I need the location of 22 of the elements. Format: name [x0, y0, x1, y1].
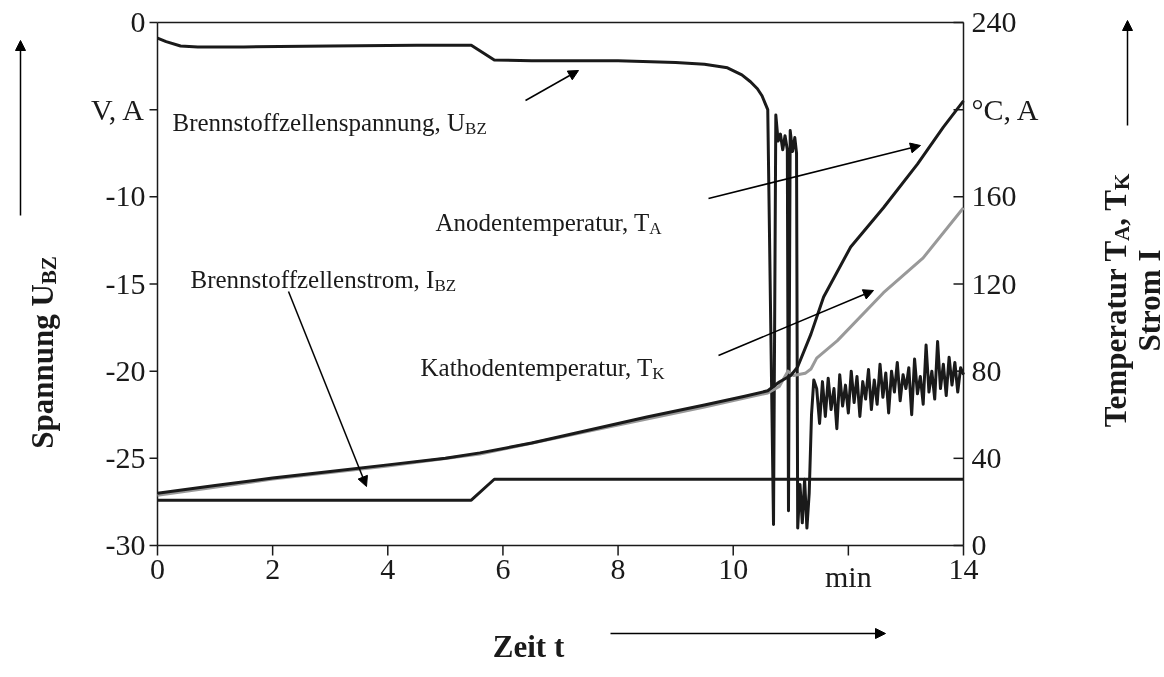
- y2-tick-label: 240: [971, 5, 1017, 38]
- y2-tick-label: 40: [971, 440, 1002, 474]
- x-tick-label: 4: [380, 551, 396, 585]
- y2-tick-label: 160: [971, 179, 1017, 213]
- x-tick-label: 8: [610, 551, 626, 585]
- y2-tick-label: 80: [971, 353, 1002, 387]
- x-tick-label: 6: [495, 551, 511, 585]
- x-tick-label: 2: [265, 551, 281, 585]
- y-tick-label: V, A: [91, 93, 145, 127]
- x-tick-label: min: [825, 559, 872, 593]
- x-axis-title: Zeit t: [492, 629, 565, 664]
- x-tick-label: 10: [718, 551, 749, 585]
- y-tick-label: -25: [105, 440, 146, 474]
- y-tick-label: 0: [130, 5, 146, 38]
- y-tick-label: -30: [105, 528, 146, 561]
- y-tick-label: -15: [105, 266, 146, 300]
- y-axis-title: Spannung UBZ: [25, 256, 62, 449]
- y-tick-label: -10: [105, 179, 146, 213]
- text: Temperatur TA, TK Strom I: [1098, 173, 1164, 428]
- y2-tick-label: 120: [971, 266, 1017, 300]
- y2-tick-label: °C, A: [971, 93, 1039, 127]
- y-tick-label: -20: [105, 353, 146, 387]
